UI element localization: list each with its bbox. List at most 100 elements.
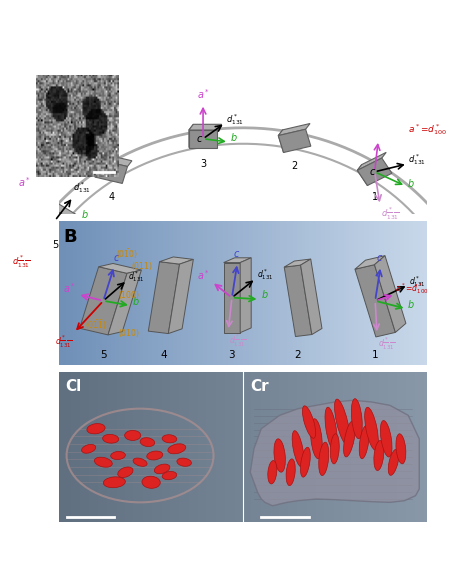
- Ellipse shape: [319, 442, 329, 475]
- Ellipse shape: [292, 431, 304, 467]
- Polygon shape: [99, 264, 141, 274]
- Text: $(0\bar{1}\bar{1})$: $(0\bar{1}\bar{1})$: [85, 319, 107, 332]
- Polygon shape: [95, 160, 128, 183]
- Ellipse shape: [365, 407, 378, 450]
- Polygon shape: [355, 265, 395, 337]
- Ellipse shape: [111, 451, 125, 460]
- Ellipse shape: [274, 439, 285, 472]
- Text: $\mathit{c}$: $\mathit{c}$: [233, 249, 240, 259]
- Ellipse shape: [396, 434, 406, 464]
- Polygon shape: [37, 207, 72, 235]
- Ellipse shape: [330, 434, 339, 464]
- Text: 1: 1: [372, 350, 378, 360]
- Polygon shape: [148, 262, 180, 333]
- Polygon shape: [160, 257, 193, 264]
- Polygon shape: [374, 256, 406, 332]
- Text: B: B: [63, 228, 76, 245]
- Ellipse shape: [286, 459, 295, 485]
- Text: $\mathit{d}^*_{131}$: $\mathit{d}^*_{131}$: [257, 268, 273, 282]
- Text: $\mathit{c}$: $\mathit{c}$: [112, 252, 120, 262]
- Polygon shape: [240, 258, 251, 333]
- Text: $\mathit{a}^*$: $\mathit{a}^*$: [63, 281, 76, 295]
- Polygon shape: [95, 154, 105, 177]
- Polygon shape: [250, 400, 419, 505]
- Polygon shape: [100, 154, 132, 167]
- Polygon shape: [108, 270, 141, 335]
- Ellipse shape: [177, 458, 191, 466]
- Text: $\mathit{d}^*_{131}$: $\mathit{d}^*_{131}$: [409, 274, 426, 289]
- Text: $(100)$: $(100)$: [118, 289, 140, 301]
- Text: 2: 2: [292, 161, 298, 171]
- Ellipse shape: [140, 438, 155, 447]
- Text: $\mathit{b}$: $\mathit{b}$: [229, 131, 237, 143]
- Text: 2: 2: [295, 350, 301, 360]
- Ellipse shape: [268, 461, 277, 484]
- Text: $\mathit{c}$: $\mathit{c}$: [369, 167, 376, 177]
- Text: $(0\bar{1}0)$: $(0\bar{1}0)$: [116, 247, 138, 261]
- Text: $\mathit{b}$: $\mathit{b}$: [261, 288, 268, 301]
- Ellipse shape: [302, 406, 316, 438]
- Polygon shape: [301, 259, 322, 335]
- Polygon shape: [189, 124, 193, 147]
- Polygon shape: [284, 265, 312, 336]
- Text: $\mathit{d}^*_{\overline{1}3\overline{1}}$: $\mathit{d}^*_{\overline{1}3\overline{1}…: [381, 206, 400, 222]
- Polygon shape: [357, 158, 392, 185]
- Text: A: A: [61, 77, 75, 95]
- Ellipse shape: [301, 447, 310, 477]
- Text: $\mathit{a}^*$: $\mathit{a}^*$: [197, 87, 210, 101]
- Text: $\mathit{d}^*_{\overline{1}3\overline{1}}$: $\mathit{d}^*_{\overline{1}3\overline{1}…: [229, 333, 246, 349]
- Ellipse shape: [103, 477, 125, 488]
- Polygon shape: [278, 129, 311, 153]
- Polygon shape: [168, 259, 193, 333]
- Text: $\mathit{d}^*_{131}$: $\mathit{d}^*_{131}$: [128, 269, 145, 284]
- Polygon shape: [355, 256, 385, 269]
- Ellipse shape: [351, 399, 362, 438]
- Ellipse shape: [380, 420, 392, 457]
- Ellipse shape: [118, 467, 133, 477]
- Polygon shape: [80, 266, 127, 335]
- Ellipse shape: [125, 430, 141, 440]
- Ellipse shape: [87, 424, 105, 434]
- Text: $\mathit{b}$: $\mathit{b}$: [407, 298, 415, 310]
- Text: $\mathit{d}^*_{131}$: $\mathit{d}^*_{131}$: [73, 180, 91, 195]
- Ellipse shape: [310, 419, 322, 459]
- Ellipse shape: [102, 434, 119, 443]
- Text: 5: 5: [52, 241, 58, 251]
- Polygon shape: [37, 201, 54, 221]
- Polygon shape: [224, 258, 251, 262]
- Ellipse shape: [388, 449, 399, 475]
- Text: $\mathit{d}^*_{\overline{1}3\overline{1}}$: $\mathit{d}^*_{\overline{1}3\overline{1}…: [55, 334, 72, 350]
- Text: $(010)$: $(010)$: [118, 327, 140, 339]
- Ellipse shape: [335, 399, 350, 445]
- Text: $(011)$: $(011)$: [131, 260, 153, 272]
- Polygon shape: [284, 259, 311, 267]
- Text: $\mathit{d}^*_{131}$: $\mathit{d}^*_{131}$: [408, 153, 426, 167]
- Text: $\mathit{b}$: $\mathit{b}$: [132, 295, 140, 306]
- Text: 3: 3: [200, 158, 206, 168]
- Ellipse shape: [162, 471, 177, 480]
- Ellipse shape: [168, 444, 186, 454]
- Text: $\mathit{b}$: $\mathit{b}$: [407, 177, 414, 189]
- Ellipse shape: [142, 476, 160, 488]
- Polygon shape: [189, 130, 217, 147]
- Polygon shape: [189, 124, 222, 130]
- Polygon shape: [357, 164, 372, 185]
- Ellipse shape: [147, 451, 163, 460]
- Text: 5: 5: [100, 350, 107, 360]
- Ellipse shape: [344, 421, 356, 457]
- Polygon shape: [49, 201, 77, 221]
- Ellipse shape: [325, 407, 337, 450]
- Polygon shape: [278, 123, 310, 136]
- Ellipse shape: [82, 444, 96, 453]
- Text: $\mathit{d}^*_{131}$: $\mathit{d}^*_{131}$: [226, 112, 244, 127]
- Text: 1: 1: [372, 191, 378, 201]
- Text: Cl: Cl: [65, 379, 81, 393]
- Polygon shape: [357, 153, 386, 170]
- Text: $\mathit{a}^*$: $\mathit{a}^*$: [18, 176, 31, 189]
- Text: $\mathit{d}^*_{\overline{1}3\overline{1}}$: $\mathit{d}^*_{\overline{1}3\overline{1}…: [12, 254, 31, 271]
- Polygon shape: [278, 130, 288, 153]
- Text: 4: 4: [161, 350, 167, 360]
- Polygon shape: [224, 262, 240, 333]
- Ellipse shape: [162, 435, 177, 443]
- Text: $\mathit{d}^*_{\overline{1}3\overline{1}}$: $\mathit{d}^*_{\overline{1}3\overline{1}…: [378, 336, 395, 352]
